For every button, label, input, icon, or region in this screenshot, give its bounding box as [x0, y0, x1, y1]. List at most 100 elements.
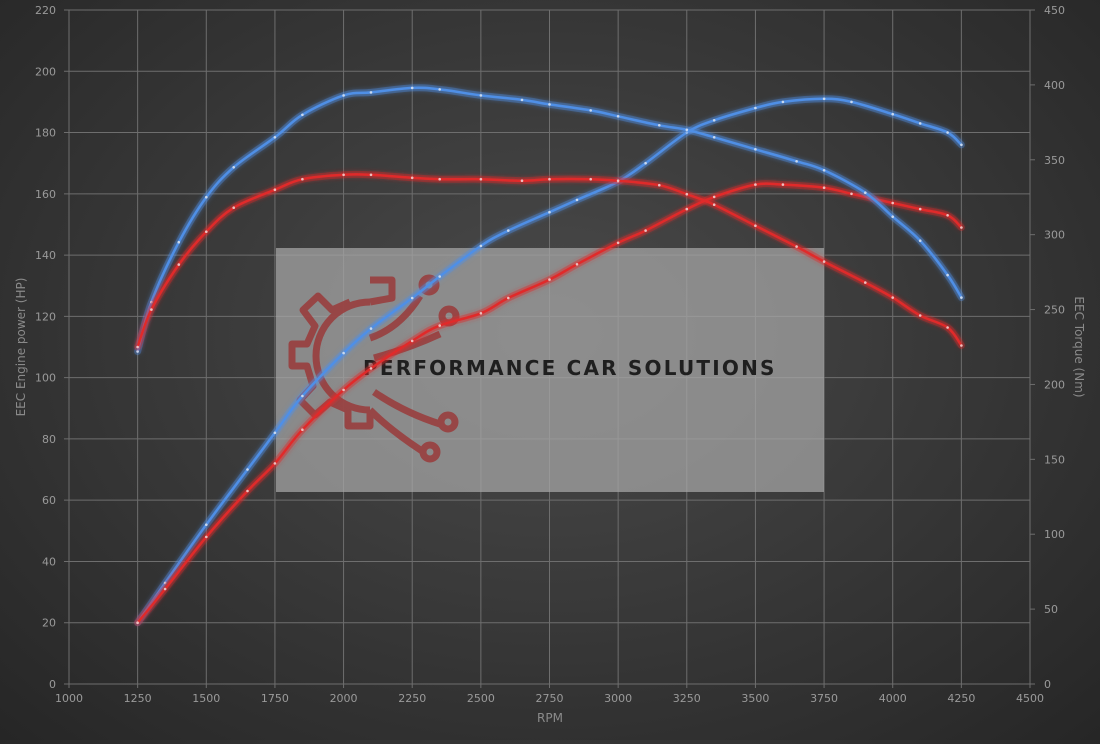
data-point [960, 143, 963, 147]
data-point [369, 367, 373, 370]
y-tick-label-right: 250 [1044, 304, 1065, 317]
data-point [616, 241, 620, 245]
y-tick-label-left: 140 [35, 249, 56, 262]
data-point [273, 431, 277, 435]
grid [64, 9, 1035, 688]
data-point [891, 215, 894, 218]
y-tick-label-left: 0 [49, 678, 56, 691]
data-point [616, 179, 620, 182]
data-point [754, 224, 757, 227]
data-point [712, 119, 716, 122]
data-point [891, 201, 894, 205]
data-point [273, 136, 277, 139]
data-point [342, 94, 345, 97]
data-point [946, 214, 949, 217]
y-tick-label-left: 160 [35, 188, 56, 201]
x-tick-label: 4250 [947, 692, 975, 705]
x-tick-label: 2000 [330, 692, 358, 705]
x-tick-label: 3500 [741, 692, 769, 705]
watermark-text: PERFORMANCE CAR SOLUTIONS [363, 356, 777, 380]
y-tick-label-right: 400 [1044, 79, 1065, 92]
data-point [520, 98, 524, 102]
data-point [644, 161, 647, 165]
data-point [205, 535, 208, 539]
data-point [301, 177, 304, 181]
data-point [301, 113, 304, 117]
data-point [960, 344, 963, 347]
data-point [712, 136, 716, 139]
data-point [658, 124, 661, 127]
data-point [520, 179, 524, 182]
watermark-logo [288, 274, 460, 463]
data-point [795, 245, 798, 248]
data-point [301, 428, 304, 432]
data-point [918, 207, 922, 211]
data-point [864, 281, 867, 284]
data-point [410, 176, 414, 180]
data-point [205, 195, 208, 199]
x-tick-label: 1500 [192, 692, 220, 705]
data-point [369, 327, 373, 330]
data-point [479, 244, 483, 248]
x-tick-label: 3000 [604, 692, 632, 705]
y-tick-label-left: 40 [42, 555, 56, 568]
data-point [754, 183, 757, 186]
tick-labels: 1000 1250 1500 1750 2000 2250 2500 2750 3000 3250… [35, 4, 1065, 705]
data-point [918, 122, 922, 125]
data-point [163, 587, 167, 591]
y-tick-label-left: 220 [35, 4, 56, 17]
data-point [479, 177, 483, 181]
x-axis-label: RPM [537, 711, 563, 725]
data-point [685, 207, 689, 211]
y-tick-label-right: 150 [1044, 453, 1065, 466]
x-tick-label: 4500 [1016, 692, 1044, 705]
data-point [438, 324, 442, 327]
data-point [781, 100, 785, 104]
y-axis-label-right: EEC Torque (Nm) [1072, 296, 1086, 397]
data-point [479, 312, 483, 315]
data-point [150, 308, 153, 311]
x-tick-label: 3250 [673, 692, 701, 705]
y-tick-label-right: 350 [1044, 154, 1065, 167]
series-layer [134, 84, 965, 627]
data-point [177, 263, 181, 266]
data-point [150, 300, 153, 304]
y-tick-label-left: 120 [35, 310, 56, 323]
data-point [575, 263, 579, 266]
data-point [685, 192, 689, 196]
data-point [301, 394, 304, 398]
data-point [822, 260, 826, 263]
x-tick-label: 2500 [467, 692, 495, 705]
data-point [438, 88, 442, 91]
data-point [891, 112, 894, 116]
data-point [712, 195, 716, 199]
data-point [822, 169, 826, 172]
data-point [369, 91, 373, 94]
data-point [658, 183, 661, 187]
y-tick-label-right: 450 [1044, 4, 1065, 17]
data-point [410, 86, 414, 90]
data-point [177, 240, 181, 244]
watermark: PERFORMANCE CAR SOLUTIONS [276, 248, 824, 492]
data-point [163, 581, 167, 585]
data-point [781, 183, 785, 186]
data-point [685, 131, 689, 134]
data-point [548, 103, 551, 106]
data-point [918, 239, 922, 242]
data-point [410, 296, 414, 300]
data-point [479, 94, 483, 97]
data-point [946, 326, 949, 329]
data-point [822, 186, 826, 189]
data-point [410, 339, 414, 343]
y-tick-label-right: 200 [1044, 378, 1065, 391]
data-point [548, 210, 551, 214]
data-point [342, 388, 345, 392]
y-tick-label-left: 180 [35, 127, 56, 140]
y-tick-label-right: 100 [1044, 528, 1065, 541]
data-point [589, 109, 592, 112]
x-tick-label: 3750 [810, 692, 838, 705]
data-point [342, 351, 345, 355]
data-point [507, 229, 510, 232]
